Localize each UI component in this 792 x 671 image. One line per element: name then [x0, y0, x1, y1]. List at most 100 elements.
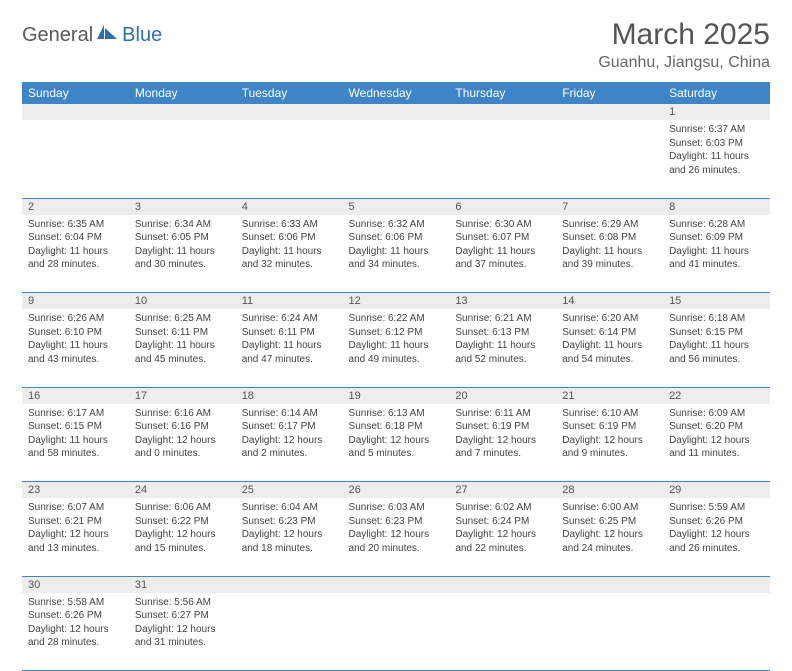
day-number-cell: 12	[343, 293, 450, 310]
day-number-row: 9101112131415	[22, 293, 770, 310]
day-info-text: Sunrise: 6:35 AMSunset: 6:04 PMDaylight:…	[22, 215, 129, 276]
day-info-cell: Sunrise: 6:13 AMSunset: 6:18 PMDaylight:…	[343, 404, 450, 482]
day-info-text: Sunrise: 6:32 AMSunset: 6:06 PMDaylight:…	[343, 215, 450, 276]
logo-text-blue: Blue	[122, 24, 162, 47]
day-number-cell: 11	[236, 293, 343, 310]
day-info-cell: Sunrise: 6:37 AMSunset: 6:03 PMDaylight:…	[663, 120, 770, 198]
day-info-cell	[556, 120, 663, 198]
day-info-cell	[449, 120, 556, 198]
day-info-cell: Sunrise: 6:30 AMSunset: 6:07 PMDaylight:…	[449, 215, 556, 293]
day-info-text: Sunrise: 6:17 AMSunset: 6:15 PMDaylight:…	[22, 404, 129, 465]
day-info-cell: Sunrise: 6:00 AMSunset: 6:25 PMDaylight:…	[556, 498, 663, 576]
day-info-text: Sunrise: 6:06 AMSunset: 6:22 PMDaylight:…	[129, 498, 236, 559]
day-info-row: Sunrise: 6:07 AMSunset: 6:21 PMDaylight:…	[22, 498, 770, 576]
day-number-cell: 25	[236, 482, 343, 499]
day-number-cell: 5	[343, 198, 450, 215]
day-info-cell: Sunrise: 6:20 AMSunset: 6:14 PMDaylight:…	[556, 309, 663, 387]
day-info-text: Sunrise: 6:30 AMSunset: 6:07 PMDaylight:…	[449, 215, 556, 276]
day-info-cell	[236, 593, 343, 671]
day-info-cell: Sunrise: 5:59 AMSunset: 6:26 PMDaylight:…	[663, 498, 770, 576]
day-info-row: Sunrise: 5:58 AMSunset: 6:26 PMDaylight:…	[22, 593, 770, 671]
logo-text-general: General	[22, 24, 93, 47]
day-info-text: Sunrise: 6:29 AMSunset: 6:08 PMDaylight:…	[556, 215, 663, 276]
day-info-cell: Sunrise: 6:24 AMSunset: 6:11 PMDaylight:…	[236, 309, 343, 387]
weekday-header: Saturday	[663, 82, 770, 104]
day-info-cell: Sunrise: 6:25 AMSunset: 6:11 PMDaylight:…	[129, 309, 236, 387]
day-number-cell: 13	[449, 293, 556, 310]
day-info-text: Sunrise: 6:26 AMSunset: 6:10 PMDaylight:…	[22, 309, 129, 370]
day-info-cell: Sunrise: 6:06 AMSunset: 6:22 PMDaylight:…	[129, 498, 236, 576]
day-info-text: Sunrise: 6:28 AMSunset: 6:09 PMDaylight:…	[663, 215, 770, 276]
day-info-cell: Sunrise: 5:56 AMSunset: 6:27 PMDaylight:…	[129, 593, 236, 671]
day-number-cell	[22, 104, 129, 120]
day-number-cell: 26	[343, 482, 450, 499]
day-info-cell: Sunrise: 6:33 AMSunset: 6:06 PMDaylight:…	[236, 215, 343, 293]
day-number-cell	[236, 576, 343, 593]
day-info-cell: Sunrise: 6:26 AMSunset: 6:10 PMDaylight:…	[22, 309, 129, 387]
day-number-cell: 22	[663, 387, 770, 404]
day-info-cell: Sunrise: 6:02 AMSunset: 6:24 PMDaylight:…	[449, 498, 556, 576]
day-number-cell: 7	[556, 198, 663, 215]
day-number-cell: 2	[22, 198, 129, 215]
day-number-cell: 30	[22, 576, 129, 593]
day-info-cell: Sunrise: 6:18 AMSunset: 6:15 PMDaylight:…	[663, 309, 770, 387]
day-info-cell: Sunrise: 6:34 AMSunset: 6:05 PMDaylight:…	[129, 215, 236, 293]
day-number-cell: 24	[129, 482, 236, 499]
day-info-text: Sunrise: 6:09 AMSunset: 6:20 PMDaylight:…	[663, 404, 770, 465]
day-number-cell: 27	[449, 482, 556, 499]
day-info-text: Sunrise: 6:04 AMSunset: 6:23 PMDaylight:…	[236, 498, 343, 559]
day-info-cell	[449, 593, 556, 671]
day-number-cell	[449, 576, 556, 593]
flag-icon	[97, 25, 119, 46]
day-number-cell: 18	[236, 387, 343, 404]
location: Guanhu, Jiangsu, China	[598, 54, 770, 72]
title-block: March 2025 Guanhu, Jiangsu, China	[598, 18, 770, 72]
weekday-header: Thursday	[449, 82, 556, 104]
day-number-cell: 31	[129, 576, 236, 593]
day-info-cell	[343, 593, 450, 671]
day-info-text: Sunrise: 6:37 AMSunset: 6:03 PMDaylight:…	[663, 120, 770, 181]
day-info-cell: Sunrise: 6:28 AMSunset: 6:09 PMDaylight:…	[663, 215, 770, 293]
day-number-cell: 8	[663, 198, 770, 215]
day-number-row: 16171819202122	[22, 387, 770, 404]
day-info-cell: Sunrise: 6:07 AMSunset: 6:21 PMDaylight:…	[22, 498, 129, 576]
day-number-cell	[556, 104, 663, 120]
day-number-cell	[343, 104, 450, 120]
day-info-cell: Sunrise: 6:09 AMSunset: 6:20 PMDaylight:…	[663, 404, 770, 482]
day-number-cell: 15	[663, 293, 770, 310]
day-info-cell: Sunrise: 6:16 AMSunset: 6:16 PMDaylight:…	[129, 404, 236, 482]
day-number-cell: 28	[556, 482, 663, 499]
day-info-cell: Sunrise: 6:10 AMSunset: 6:19 PMDaylight:…	[556, 404, 663, 482]
weekday-header: Friday	[556, 82, 663, 104]
day-info-text: Sunrise: 6:11 AMSunset: 6:19 PMDaylight:…	[449, 404, 556, 465]
day-number-cell: 3	[129, 198, 236, 215]
day-info-cell: Sunrise: 6:04 AMSunset: 6:23 PMDaylight:…	[236, 498, 343, 576]
day-number-cell: 14	[556, 293, 663, 310]
day-number-cell	[449, 104, 556, 120]
weekday-header-row: SundayMondayTuesdayWednesdayThursdayFrid…	[22, 82, 770, 104]
day-info-row: Sunrise: 6:26 AMSunset: 6:10 PMDaylight:…	[22, 309, 770, 387]
day-number-cell: 1	[663, 104, 770, 120]
day-number-cell	[129, 104, 236, 120]
day-info-cell: Sunrise: 6:32 AMSunset: 6:06 PMDaylight:…	[343, 215, 450, 293]
day-number-cell: 16	[22, 387, 129, 404]
day-info-cell: Sunrise: 6:21 AMSunset: 6:13 PMDaylight:…	[449, 309, 556, 387]
weekday-header: Wednesday	[343, 82, 450, 104]
weekday-header: Sunday	[22, 82, 129, 104]
day-number-row: 1	[22, 104, 770, 120]
day-info-row: Sunrise: 6:37 AMSunset: 6:03 PMDaylight:…	[22, 120, 770, 198]
day-info-cell	[343, 120, 450, 198]
day-info-cell: Sunrise: 6:03 AMSunset: 6:23 PMDaylight:…	[343, 498, 450, 576]
day-info-cell	[236, 120, 343, 198]
day-number-cell: 19	[343, 387, 450, 404]
day-number-cell: 4	[236, 198, 343, 215]
day-info-text: Sunrise: 6:03 AMSunset: 6:23 PMDaylight:…	[343, 498, 450, 559]
day-number-cell: 20	[449, 387, 556, 404]
day-info-cell	[663, 593, 770, 671]
day-info-text: Sunrise: 6:07 AMSunset: 6:21 PMDaylight:…	[22, 498, 129, 559]
day-info-cell: Sunrise: 5:58 AMSunset: 6:26 PMDaylight:…	[22, 593, 129, 671]
day-number-row: 3031	[22, 576, 770, 593]
day-number-cell	[556, 576, 663, 593]
day-info-text: Sunrise: 6:33 AMSunset: 6:06 PMDaylight:…	[236, 215, 343, 276]
day-number-cell: 17	[129, 387, 236, 404]
